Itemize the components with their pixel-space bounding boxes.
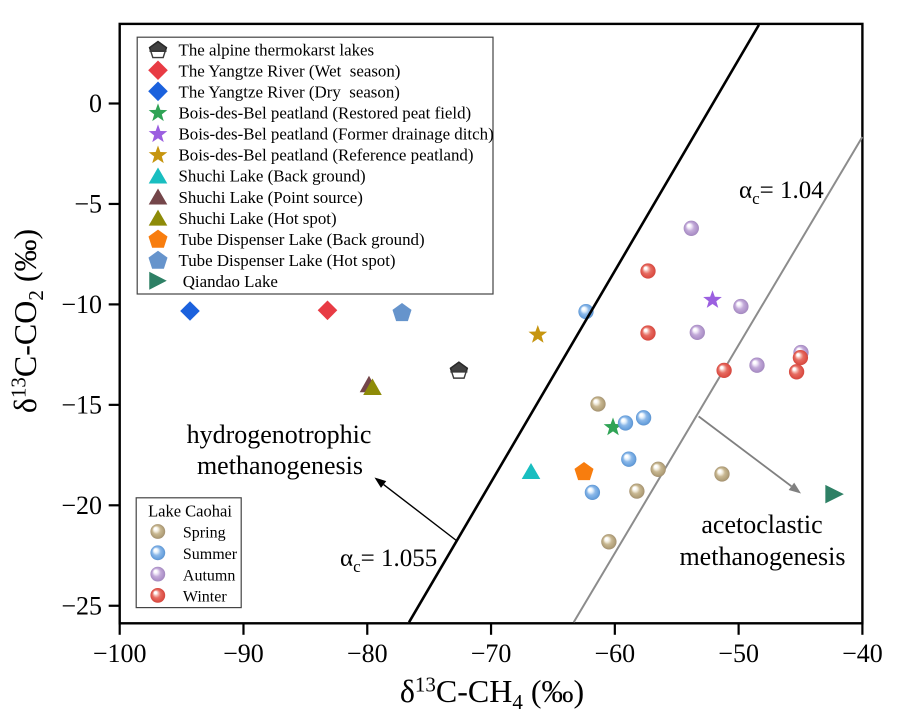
svg-text:The Yangtze River (Wet season: The Yangtze River (Wet season) [179, 61, 401, 80]
svg-text:methanogenesis: methanogenesis [197, 451, 363, 480]
svg-text:Spring: Spring [183, 525, 226, 542]
svg-text:−10: −10 [61, 290, 102, 319]
svg-text:αc= 1.04: αc= 1.04 [739, 177, 824, 208]
svg-text:−90: −90 [223, 639, 264, 668]
svg-text:αc= 1.055: αc= 1.055 [340, 545, 437, 576]
svg-text:Shuchi Lake (Hot spot): Shuchi Lake (Hot spot) [179, 209, 337, 228]
svg-text:Lake Caohai: Lake Caohai [148, 502, 232, 521]
svg-text:Shuchi Lake (Point source): Shuchi Lake (Point source) [179, 188, 363, 207]
svg-text:Bois-des-Bel peatland (Former: Bois-des-Bel peatland (Former drainage d… [179, 125, 494, 144]
svg-text:δ13C-CO2 (‰): δ13C-CO2 (‰) [7, 229, 49, 413]
svg-text:Winter: Winter [183, 589, 227, 606]
svg-text:0: 0 [89, 89, 102, 118]
svg-text:methanogenesis: methanogenesis [679, 542, 845, 571]
svg-text:−40: −40 [842, 639, 883, 668]
svg-text:Tube Dispenser Lake (Back grou: Tube Dispenser Lake (Back ground) [179, 230, 425, 249]
svg-text:Autumn: Autumn [183, 567, 235, 584]
svg-text:acetoclastic: acetoclastic [701, 510, 822, 539]
svg-text:hydrogenotrophic: hydrogenotrophic [187, 420, 372, 449]
svg-text:Qiandao Lake: Qiandao Lake [179, 272, 278, 291]
svg-text:The alpine thermokarst lakes: The alpine thermokarst lakes [179, 40, 375, 59]
svg-text:−20: −20 [61, 491, 102, 520]
svg-text:Shuchi Lake (Back ground): Shuchi Lake (Back ground) [179, 167, 366, 186]
svg-text:−15: −15 [61, 390, 102, 419]
svg-text:−25: −25 [61, 591, 102, 620]
svg-text:Bois-des-Bel peatland (Restore: Bois-des-Bel peatland (Restored peat fie… [179, 104, 472, 123]
svg-text:−80: −80 [347, 639, 388, 668]
svg-text:Summer: Summer [183, 546, 238, 563]
svg-text:The Yangtze River (Dry season: The Yangtze River (Dry season) [179, 83, 400, 102]
svg-text:−60: −60 [594, 639, 635, 668]
svg-text:−50: −50 [718, 639, 759, 668]
svg-text:Tube Dispenser Lake (Hot spot): Tube Dispenser Lake (Hot spot) [179, 251, 396, 270]
svg-text:−70: −70 [471, 639, 512, 668]
svg-text:−5: −5 [74, 189, 102, 218]
svg-text:Bois-des-Bel peatland (Referen: Bois-des-Bel peatland (Reference peatlan… [179, 146, 474, 165]
svg-text:−100: −100 [93, 639, 147, 668]
